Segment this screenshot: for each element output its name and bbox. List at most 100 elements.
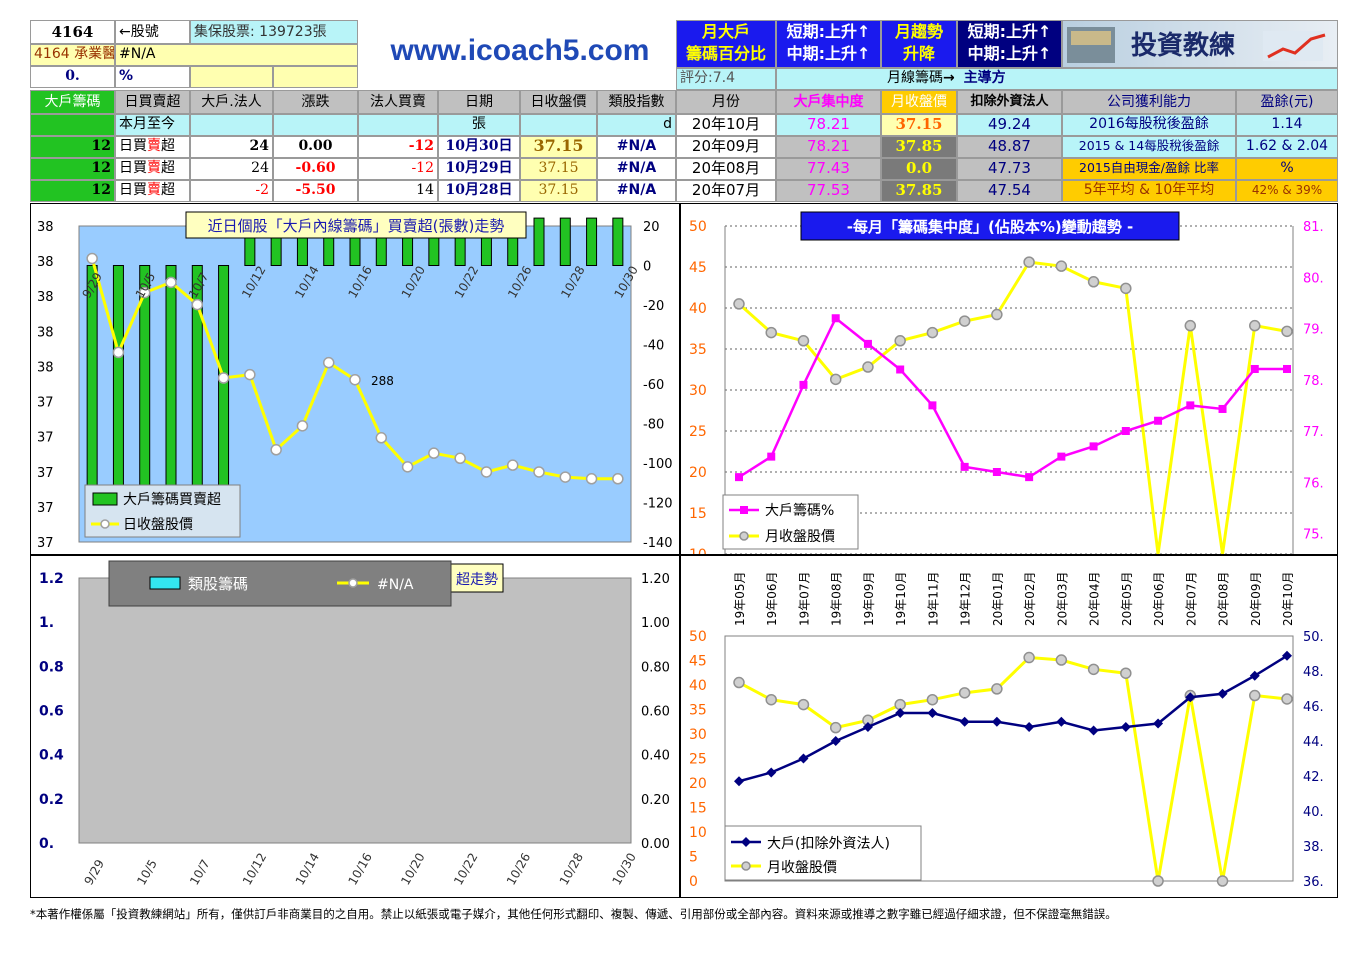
- row-close: 37.15: [520, 158, 597, 180]
- col-header-close: 日收盤價: [520, 90, 597, 114]
- chart-title-box: [450, 563, 504, 593]
- close-price-point: [454, 452, 466, 465]
- concentration-point: [831, 314, 840, 323]
- x-tick-label: 10/5: [134, 857, 160, 887]
- month-close-cell: 37.15: [881, 114, 957, 136]
- close-price-point: [1023, 651, 1035, 664]
- close-price-point: [926, 326, 939, 339]
- col-header-inst: 法人買賣: [358, 90, 438, 114]
- col-header-concentration: 大戶集中度: [776, 90, 881, 114]
- profit-value: 1.14: [1236, 114, 1338, 136]
- stock-code[interactable]: 4164: [30, 20, 115, 44]
- left-tick-label: 30: [689, 383, 707, 399]
- close-price-point: [958, 687, 971, 699]
- concentration-cell: 77.43: [776, 158, 881, 180]
- profit-value: %: [1236, 158, 1338, 180]
- data-annotation: 288: [371, 374, 394, 388]
- concentration-point: [735, 473, 743, 482]
- left-tick-label: 37: [37, 501, 54, 516]
- left-tick-label: 37: [37, 396, 54, 411]
- legend-marker: [740, 506, 748, 514]
- ex-foreign-point: [1249, 670, 1260, 681]
- ytd-chip: [30, 114, 115, 136]
- legend-label: 月收盤股價: [767, 859, 837, 876]
- ex-foreign-panel: 0 5 10 15 20 25 30 35 40 45 50 36. 38. 40. 42. 44. 46. 48…: [680, 555, 1338, 898]
- right-tick-label: 80.: [1303, 271, 1324, 286]
- close-price-point: [926, 693, 939, 706]
- close-price-point: [797, 335, 810, 347]
- left-tick-label: 0: [689, 874, 698, 890]
- short-trend-2: 短期:上升↑: [967, 22, 1052, 41]
- mid-trend-2: 中期:上升↑: [967, 44, 1052, 63]
- website-link[interactable]: www.icoach5.com: [390, 34, 650, 67]
- logo-text: 投資教練: [1131, 30, 1235, 61]
- ex-foreign-point: [1217, 688, 1228, 699]
- x-tick-label: 20年05月: [1120, 571, 1134, 626]
- right-tick-label: 77.: [1303, 425, 1324, 440]
- monthly-big-label: 月大戶: [701, 22, 750, 41]
- right-tick-label: 48.: [1303, 665, 1324, 680]
- left-tick-label: 20: [689, 465, 707, 481]
- x-tick-label: 20年08月: [1217, 571, 1231, 626]
- ex-foreign-point: [830, 736, 841, 746]
- right-tick-label: -140: [643, 536, 673, 551]
- close-price-point: [1281, 693, 1293, 705]
- left-tick-label: 37: [37, 466, 54, 481]
- right-tick-label: -120: [643, 497, 673, 512]
- close-price-point: [797, 698, 810, 711]
- rise-fall-label: 升降: [902, 44, 935, 63]
- left-tick-label: 40: [689, 301, 707, 317]
- left-tick-label: 50: [689, 629, 707, 645]
- arrow-icon: →: [943, 70, 955, 86]
- concentration-line: [738, 316, 1287, 479]
- row-daily-label: 日買賣超: [115, 136, 190, 158]
- row-big-holder: -2: [190, 180, 273, 202]
- close-price-point: [1249, 689, 1261, 702]
- close-price-point: [1281, 325, 1293, 338]
- ex-foreign-point: [991, 716, 1002, 727]
- chart-title-box: [185, 211, 527, 239]
- custody-value: 139723張: [259, 24, 327, 40]
- chart-title-box: [800, 211, 1180, 241]
- x-tick-label: 19年07月: [797, 571, 811, 626]
- left-tick-label: 45: [689, 260, 707, 276]
- right-tick-label: 79.: [1303, 323, 1324, 338]
- concentration-point: [799, 380, 808, 389]
- x-tick-label: 10/12: [240, 851, 269, 888]
- month-cell: 20年08月: [676, 158, 776, 180]
- concentration-point: [1089, 442, 1098, 451]
- x-tick-label: 19年08月: [830, 571, 844, 626]
- x-tick-label: 10/7: [187, 857, 213, 887]
- mid-trend: 中期:上升↑: [786, 44, 871, 63]
- legend-swatch-bar: [149, 576, 181, 590]
- monthly-concentration-chart: 10 15 20 25 30 35 40 45 50 75. 76. 77. 78. 79. 80. 81. -…: [689, 211, 1324, 563]
- row-label-part: 日買: [119, 182, 147, 198]
- close-price-point: [1120, 667, 1132, 679]
- col-header-date: 日期: [438, 90, 520, 114]
- left-tick-label: 45: [689, 654, 707, 670]
- x-tick-label: 20年03月: [1055, 571, 1069, 626]
- concentration-point: [767, 452, 776, 461]
- profit-label: 2015 & 14每股稅後盈餘: [1062, 136, 1236, 158]
- row-label-part: 賣: [147, 182, 161, 198]
- daily-chip-chart-panel: 20 0 -20 -40 -60 -80 -100 -120 -140 38 38 38 38 38 37 3…: [30, 203, 680, 555]
- line-chip-row: 月線籌碼→ 主導方: [776, 68, 1338, 90]
- concentration-point: [863, 339, 872, 348]
- legend-marker: [100, 519, 110, 529]
- row-change: 0.00: [273, 136, 358, 158]
- custody-label: 集保股票:: [194, 24, 255, 40]
- concentration-point: [928, 401, 937, 410]
- right-tick-label: 0.80: [641, 660, 670, 675]
- line-chip-label: 月線籌碼: [887, 70, 943, 86]
- right-tick-label: -60: [643, 378, 664, 393]
- close-price-point: [296, 420, 309, 432]
- x-tick-label: 20年04月: [1088, 571, 1102, 626]
- x-tick-label: 19年09月: [862, 571, 876, 626]
- close-price-point: [585, 473, 598, 485]
- ex-foreign-cell: 48.87: [957, 136, 1062, 158]
- col-header-big: 大戶.法人: [190, 90, 273, 114]
- concentration-cell: 77.53: [776, 180, 881, 202]
- ex-foreign-point: [1282, 650, 1292, 661]
- x-tick-label: 20年01月: [991, 571, 1005, 626]
- right-tick-label: -20: [643, 299, 664, 314]
